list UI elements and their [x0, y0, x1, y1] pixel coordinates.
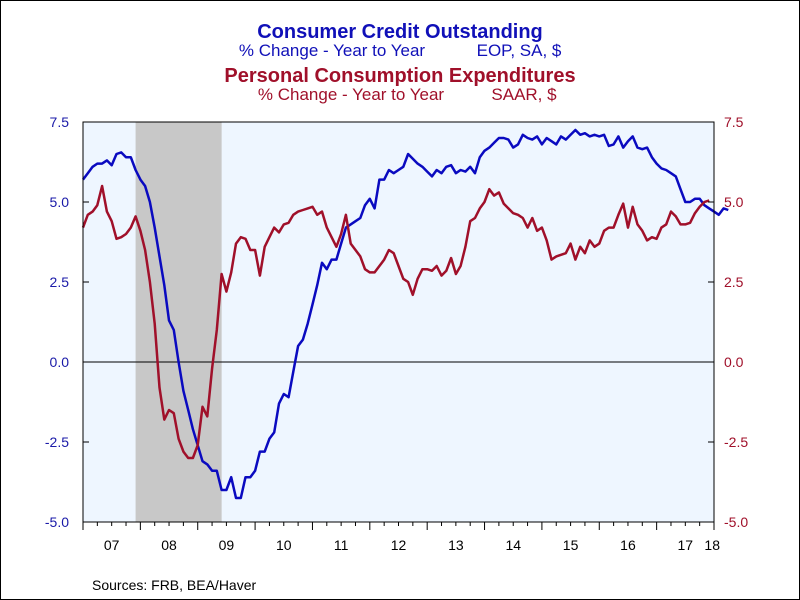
- subtitle-pce-change: % Change - Year to Year: [258, 85, 445, 104]
- y-tick-label-left: 2.5: [50, 274, 70, 290]
- subtitle-consumer-credit-basis: EOP, SA, $: [477, 41, 562, 60]
- y-tick-label-left: 0.0: [50, 354, 70, 370]
- series-line-pce: [81, 184, 710, 460]
- x-tick-label: 14: [505, 537, 521, 553]
- x-tick-label: 16: [620, 537, 636, 553]
- x-tick-label: 09: [219, 537, 235, 553]
- source-note: Sources: FRB, BEA/Haver: [92, 577, 257, 593]
- y-tick-label-left: 7.5: [50, 114, 70, 130]
- y-tick-label-right: -2.5: [724, 434, 748, 450]
- recession-shading: [135, 122, 222, 522]
- y-tick-label-right: 7.5: [724, 114, 744, 130]
- axes-layer: 7.5 5.0 2.5 0.0 -2.5 -5.0 7.5 5.0 2.5 0.0 -2.5 -5.0…: [45, 114, 748, 553]
- series-layer: [81, 128, 729, 500]
- y-tick-label-right: 0.0: [724, 354, 744, 370]
- y-tick-label-left: -2.5: [45, 434, 69, 450]
- y-tick-label-right: -5.0: [724, 514, 748, 530]
- y-tick-label-left: -5.0: [45, 514, 69, 530]
- y-tick-label-right: 5.0: [724, 194, 744, 210]
- subtitle-consumer-credit-change: % Change - Year to Year: [239, 41, 426, 60]
- title-pce: Personal Consumption Expenditures: [224, 65, 575, 87]
- x-tick-label: 08: [161, 537, 177, 553]
- title-consumer-credit: Consumer Credit Outstanding: [257, 21, 543, 43]
- y-tick-label-left: 5.0: [50, 194, 70, 210]
- subtitle-pce-basis: SAAR, $: [491, 85, 557, 104]
- x-tick-label: 10: [276, 537, 292, 553]
- x-tick-label: 18: [704, 537, 720, 553]
- x-tick-label: 15: [563, 537, 579, 553]
- y-tick-label-right: 2.5: [724, 274, 744, 290]
- x-tick-label: 07: [104, 537, 120, 553]
- x-tick-label: 12: [391, 537, 407, 553]
- series-line-consumer-credit: [81, 128, 729, 500]
- x-tick-label: 17: [678, 537, 694, 553]
- x-tick-label: 13: [448, 537, 464, 553]
- x-tick-label: 11: [334, 537, 349, 553]
